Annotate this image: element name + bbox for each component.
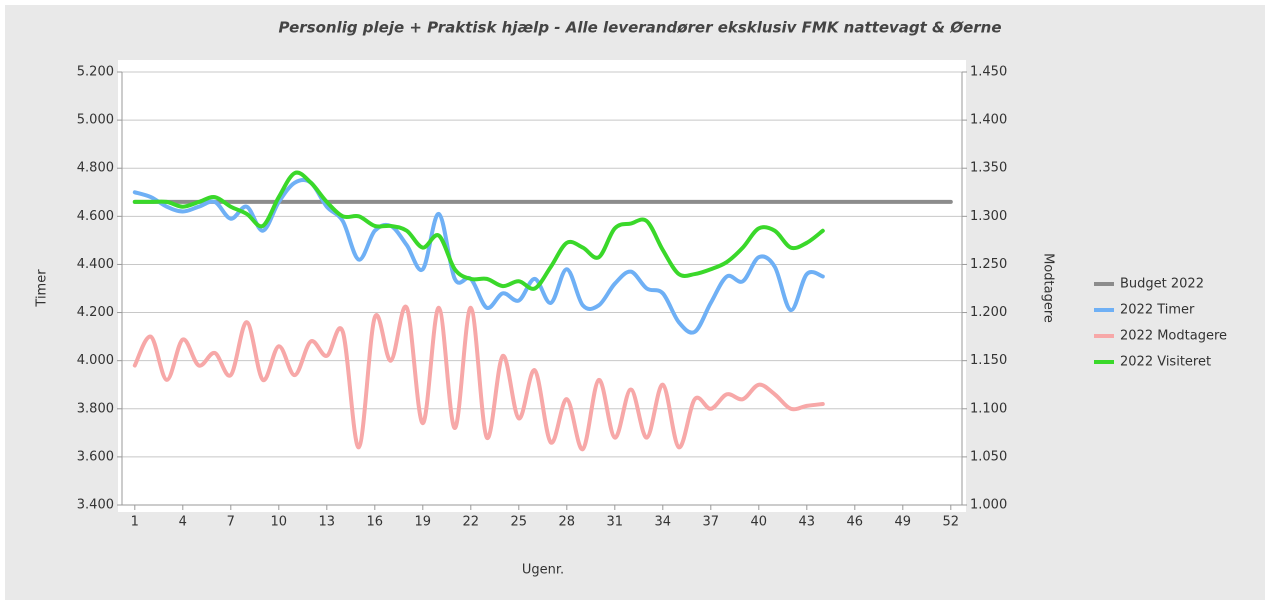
x-tick-label: 28 [559,515,576,530]
y2-tick-label: 1.450 [970,65,1007,80]
legend-label: 2022 Visiteret [1120,355,1211,370]
legend-label: Budget 2022 [1120,277,1204,292]
series-line [132,170,825,291]
x-tick-label: 19 [415,515,432,530]
y2-tick-label: 1.100 [970,401,1007,416]
x-axis-title: Ugenr. [522,563,564,578]
y2-tick-label: 1.150 [970,353,1007,368]
x-tick-label: 40 [751,515,768,530]
x-tick-label: 52 [943,515,960,530]
y2-tick-label: 1.400 [970,113,1007,128]
y-tick-label: 4.400 [77,257,114,272]
legend-label: 2022 Timer [1120,303,1195,318]
x-tick-label: 49 [895,515,912,530]
y-tick-label: 3.400 [77,498,114,513]
y-tick-label: 4.800 [77,161,114,176]
y2-tick-label: 1.250 [970,257,1007,272]
y2-tick-label: 1.200 [970,305,1007,320]
x-tick-label: 43 [799,515,816,530]
x-tick-label: 10 [271,515,288,530]
y2-axis-title: Modtagere [1041,253,1056,323]
x-tick-label: 16 [367,515,384,530]
x-tick-label: 25 [511,515,528,530]
y-tick-label: 4.200 [77,305,114,320]
y-axis-title: Timer [35,269,50,308]
x-tick-label: 7 [227,515,235,530]
y-tick-label: 5.200 [77,65,114,80]
legend-label: 2022 Modtagere [1120,329,1227,344]
y-tick-label: 5.000 [77,113,114,128]
y-tick-label: 4.600 [77,209,114,224]
x-tick-label: 4 [179,515,187,530]
x-tick-label: 34 [655,515,672,530]
x-tick-label: 46 [847,515,864,530]
x-tick-label: 22 [463,515,480,530]
x-tick-label: 1 [131,515,139,530]
y2-tick-label: 1.300 [970,209,1007,224]
y-tick-label: 3.800 [77,401,114,416]
x-tick-label: 13 [319,515,336,530]
y2-tick-label: 1.350 [970,161,1007,176]
x-tick-label: 37 [703,515,720,530]
x-tick-label: 31 [607,515,624,530]
series-line [132,304,825,452]
y2-tick-label: 1.050 [970,449,1007,464]
y2-tick-label: 1.000 [970,498,1007,513]
y-tick-label: 4.000 [77,353,114,368]
y-tick-label: 3.600 [77,449,114,464]
series-line [132,177,825,335]
chart-title: Personlig pleje + Praktisk hjælp - Alle … [278,19,1001,37]
